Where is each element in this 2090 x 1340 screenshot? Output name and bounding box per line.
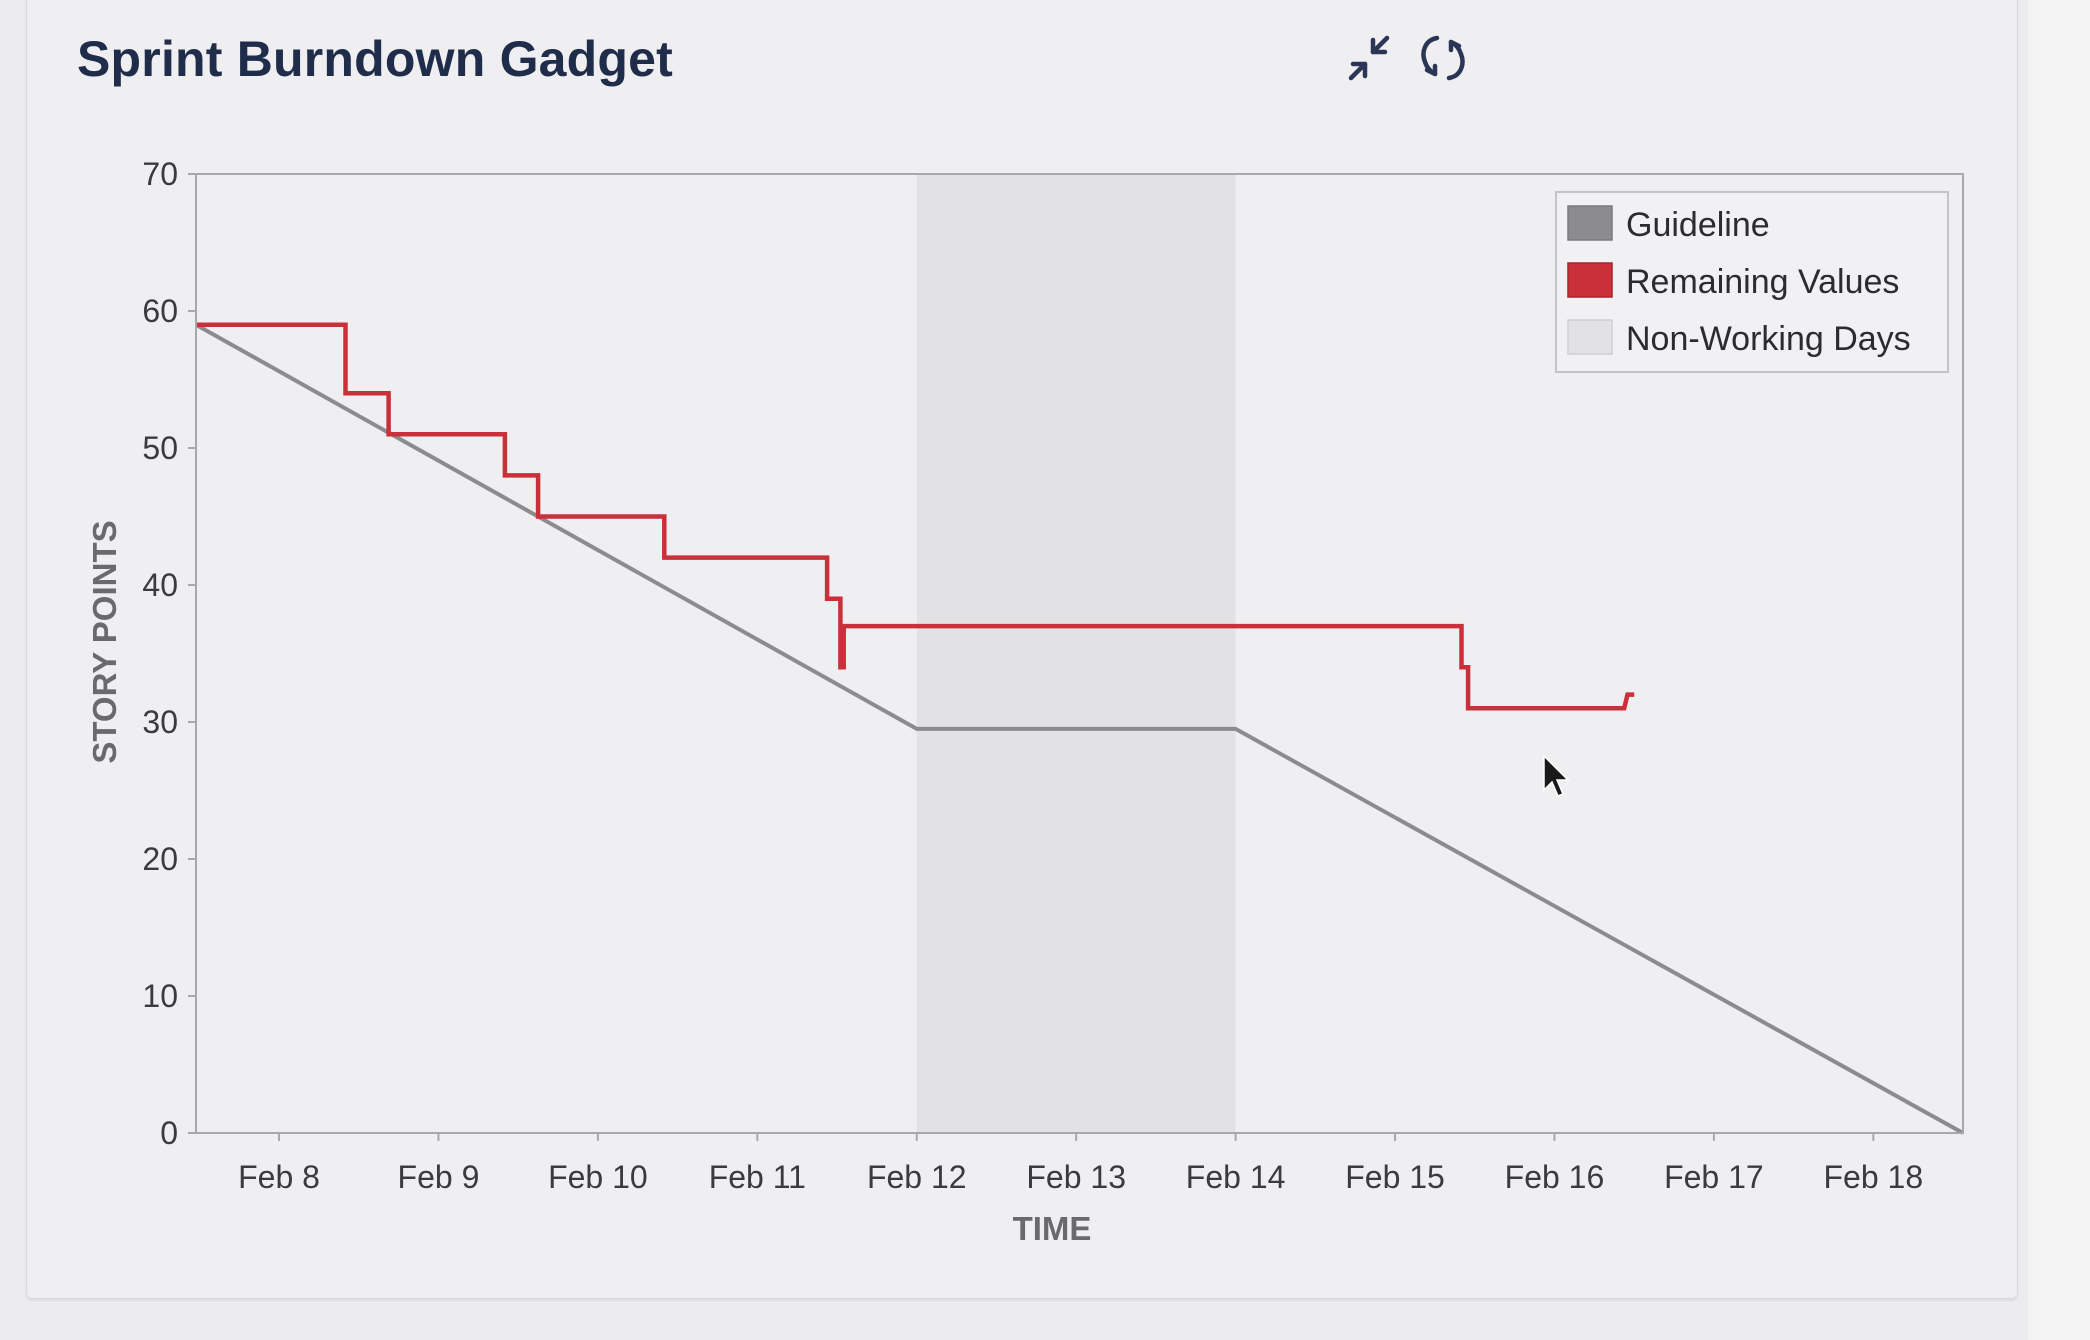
y-tick-label: 0 xyxy=(160,1115,178,1151)
x-tick-label: Feb 13 xyxy=(1026,1159,1126,1195)
x-tick-label: Feb 12 xyxy=(867,1159,967,1195)
x-tick-label: Feb 9 xyxy=(398,1159,480,1195)
legend-label: Remaining Values xyxy=(1626,263,1899,301)
x-tick-label: Feb 16 xyxy=(1505,1159,1605,1195)
x-axis-title: TIME xyxy=(1013,1210,1092,1247)
guideline-series-line xyxy=(195,322,1964,1135)
y-tick-label: 40 xyxy=(142,567,178,603)
remaining-values-series-line xyxy=(196,322,1635,711)
legend-swatch xyxy=(1567,319,1613,355)
x-tick-label: Feb 15 xyxy=(1345,1159,1445,1195)
legend-label: Non-Working Days xyxy=(1626,320,1911,358)
legend-box xyxy=(1555,191,1949,373)
legend-swatch xyxy=(1567,262,1613,298)
non-working-days-band xyxy=(916,174,1236,1133)
x-tick-label: Feb 10 xyxy=(548,1159,648,1195)
chart-legend: Guideline Remaining Values Non-Working Day… xyxy=(1555,191,1949,373)
y-tick-label: 20 xyxy=(142,841,178,877)
legend-label: Guideline xyxy=(1626,206,1770,244)
y-tick-label: 70 xyxy=(142,156,178,192)
page-edge-strip xyxy=(2028,0,2090,1340)
x-tick-label: Feb 14 xyxy=(1186,1159,1286,1195)
collapse-arrows-icon[interactable] xyxy=(1339,28,1399,88)
y-tick-label: 30 xyxy=(142,704,178,740)
x-tick-label: Feb 18 xyxy=(1824,1159,1924,1195)
gadget-title: Sprint Burndown Gadget xyxy=(77,31,674,87)
x-tick-label: Feb 11 xyxy=(709,1159,806,1195)
y-tick-label: 60 xyxy=(142,293,178,329)
legend-swatch xyxy=(1567,205,1613,241)
x-tick-label: Feb 8 xyxy=(238,1159,320,1195)
y-tick-label: 10 xyxy=(142,978,178,1014)
y-tick-label: 50 xyxy=(142,430,178,466)
refresh-icon[interactable] xyxy=(1413,28,1473,88)
mouse-pointer-icon xyxy=(1543,754,1570,797)
plot-frame xyxy=(195,173,1964,1134)
y-axis-title: STORY POINTS xyxy=(86,520,123,763)
x-tick-label: Feb 17 xyxy=(1664,1159,1764,1195)
